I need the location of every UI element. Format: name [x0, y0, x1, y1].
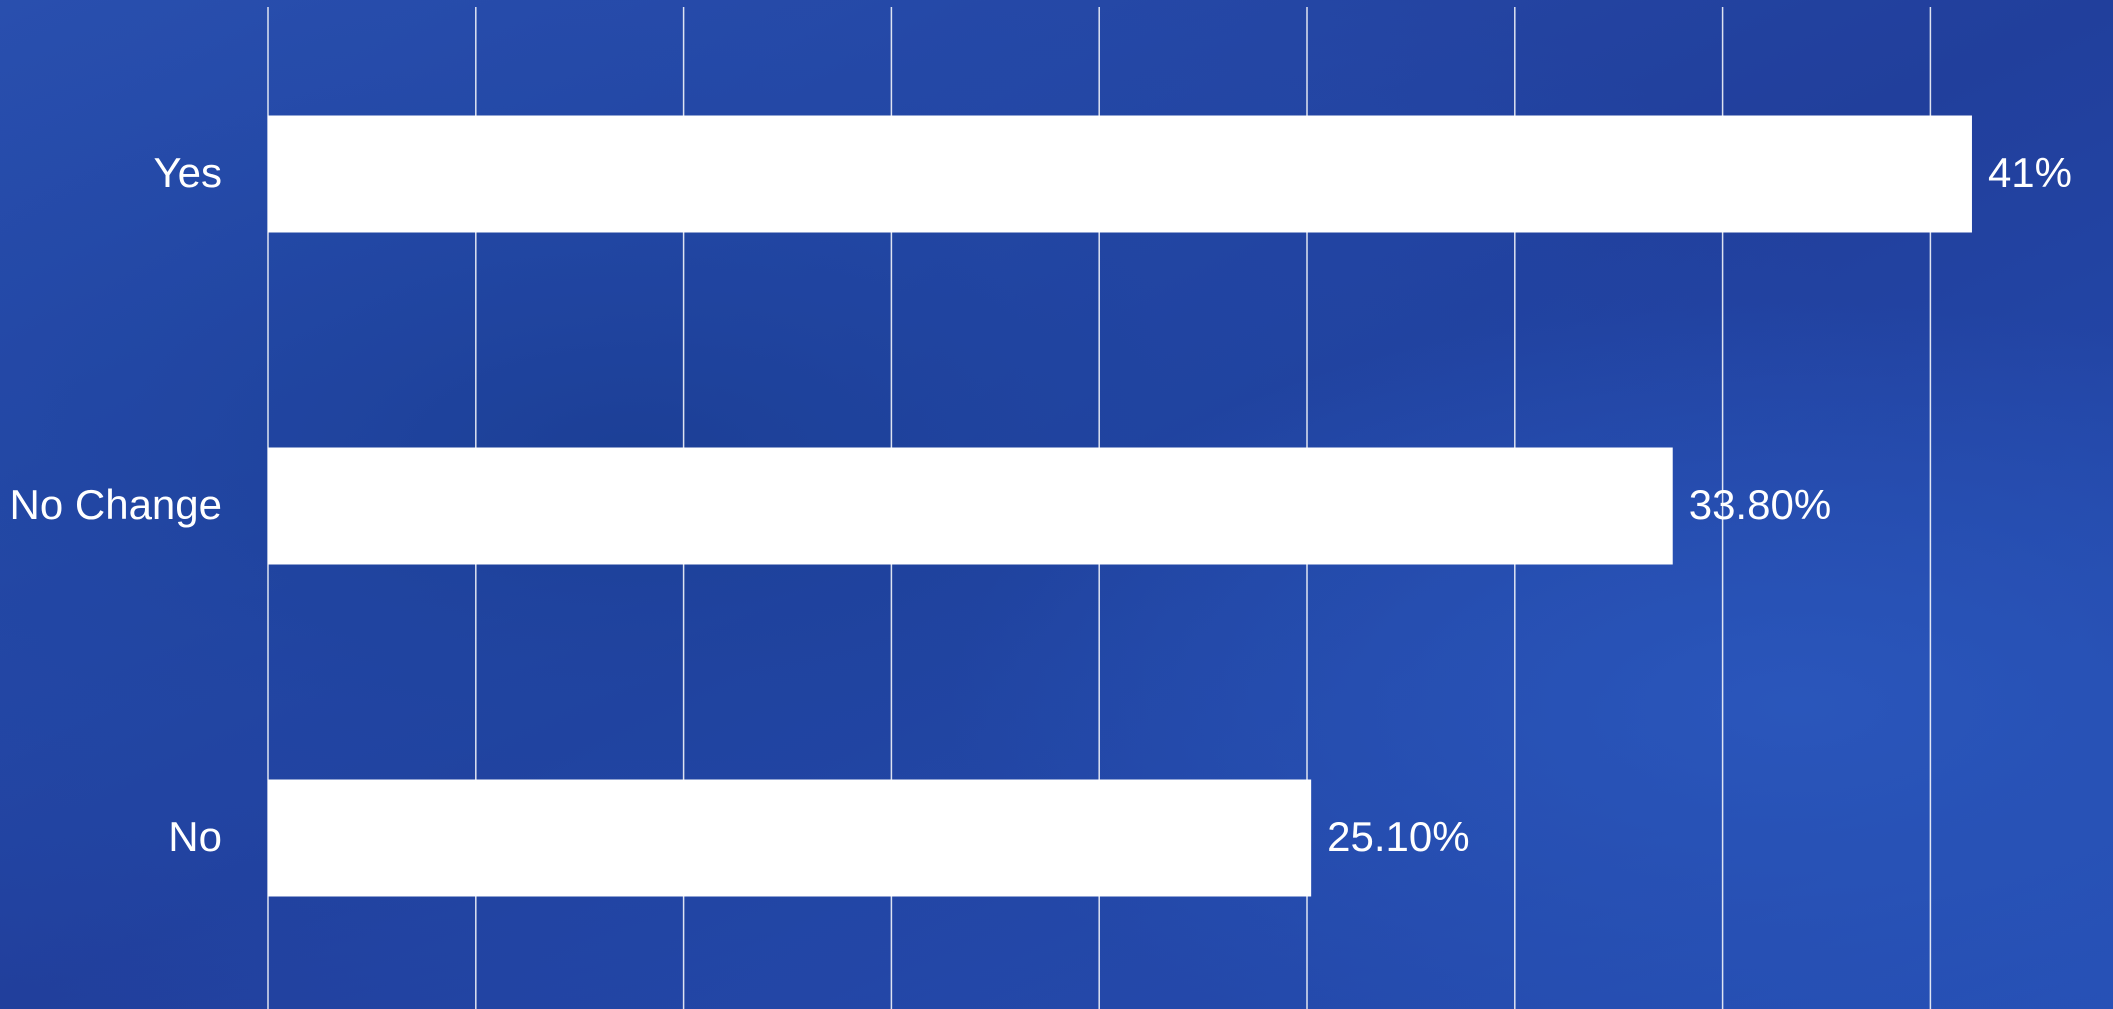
category-label: No Change [10, 481, 222, 528]
bar [268, 448, 1673, 565]
chart: Yes 41% No Change 33.80% No 25.10% [0, 0, 2113, 1009]
bar [268, 780, 1311, 897]
page: {"chart_data": {"type": "bar", "orientat… [0, 0, 2113, 1009]
value-label: 33.80% [1689, 481, 1831, 528]
category-label: No [168, 813, 222, 860]
value-label: 41% [1988, 149, 2072, 196]
bar [268, 116, 1972, 233]
category-label: Yes [153, 149, 222, 196]
value-label: 25.10% [1327, 813, 1469, 860]
